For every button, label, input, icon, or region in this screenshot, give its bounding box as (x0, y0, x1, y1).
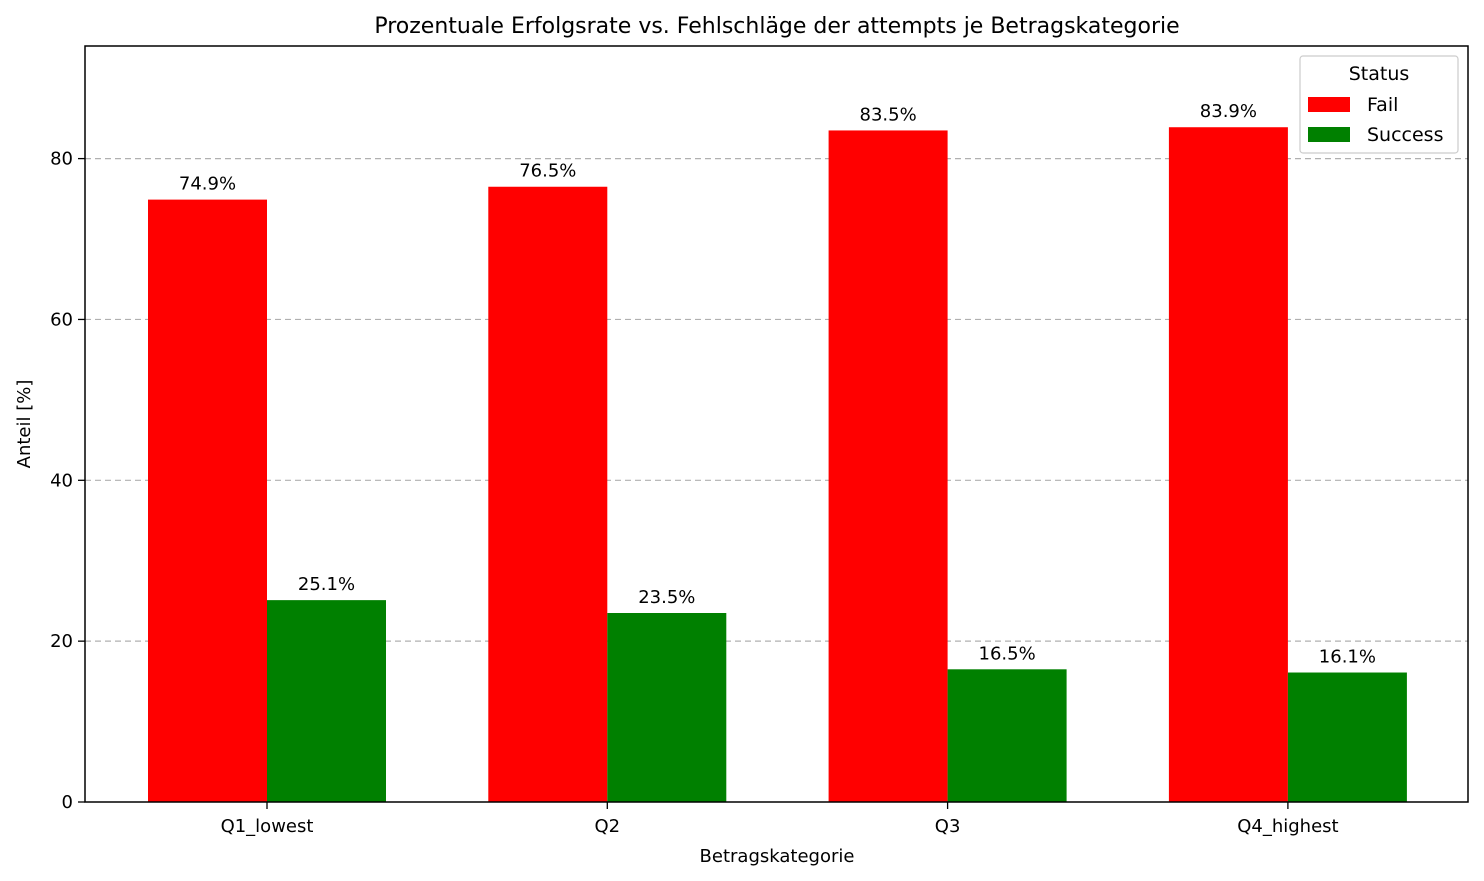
y-axis: 0 20 40 60 80 (50, 149, 85, 813)
legend: Status Fail Success (1299, 55, 1459, 154)
x-tick-label: Q4_highest (1237, 816, 1338, 837)
data-label: 16.1% (1319, 647, 1376, 668)
data-label: 76.5% (519, 161, 576, 182)
data-label: 23.5% (638, 587, 695, 608)
bar-success-q2 (607, 613, 727, 802)
y-tick-label: 60 (50, 309, 73, 330)
y-tick-label: 40 (50, 470, 73, 491)
x-axis-label: Betragskategorie (700, 846, 855, 867)
data-labels: 74.9% 76.5% 83.5% 83.9% 25.1% 23.5% 16.5% 16.1% (179, 101, 1376, 667)
bar-fail-q3 (828, 130, 948, 803)
x-axis: Q1_lowest Q2 Q3 Q4_highest (221, 802, 1339, 837)
y-tick-label: 0 (62, 792, 73, 813)
bar-fail-q2 (488, 186, 608, 802)
bars (148, 127, 1407, 803)
y-axis-label: Anteil [%] (14, 380, 35, 469)
y-tick-label: 80 (50, 149, 73, 170)
data-label: 83.9% (1200, 101, 1257, 122)
y-tick-label: 20 (50, 631, 73, 652)
bar-fail-q4_highest (1168, 127, 1288, 802)
plot-frame (84, 45, 1469, 803)
bar-fail-q1_lowest (148, 199, 267, 802)
bar-success-q1_lowest (267, 600, 386, 802)
bar-success-q3 (947, 669, 1067, 802)
bar-success-q4_highest (1287, 672, 1407, 802)
data-label: 16.5% (979, 643, 1036, 664)
legend-swatch-success (1308, 127, 1350, 142)
x-tick-label: Q3 (935, 816, 961, 837)
x-tick-label: Q2 (594, 816, 620, 837)
data-label: 25.1% (298, 574, 355, 595)
legend-label-success: Success (1367, 124, 1443, 146)
legend-title: Status (1349, 63, 1410, 85)
legend-swatch-fail (1308, 97, 1350, 112)
data-label: 74.9% (179, 174, 236, 195)
legend-label-fail: Fail (1367, 94, 1398, 116)
data-label: 83.5% (860, 104, 917, 125)
x-tick-label: Q1_lowest (221, 816, 314, 837)
chart-title: Prozentuale Erfolgsrate vs. Fehlschläge … (374, 14, 1179, 39)
